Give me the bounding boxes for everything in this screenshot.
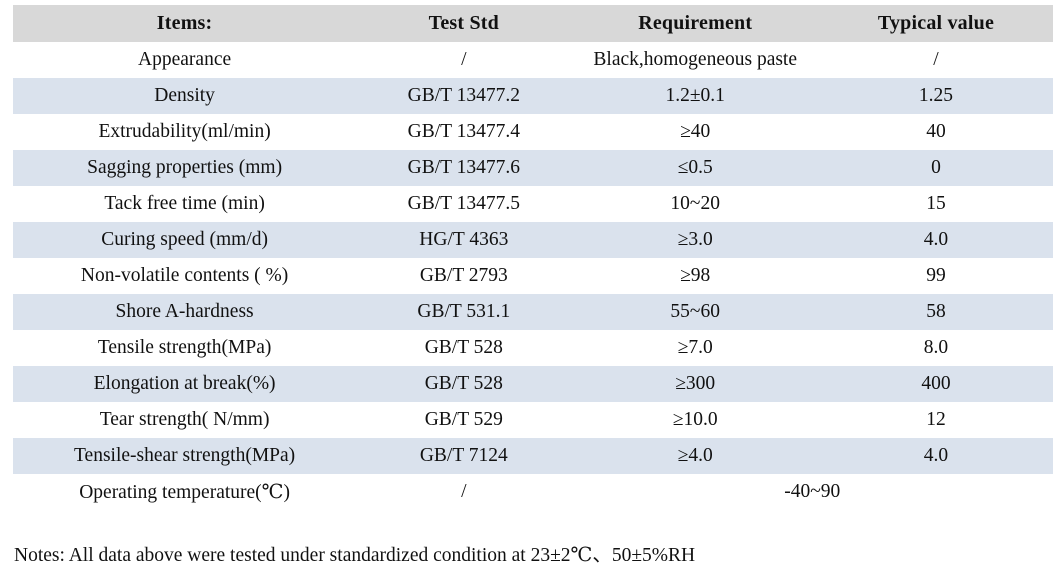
cell-item: Density: [13, 78, 357, 114]
cell-item: Curing speed (mm/d): [13, 222, 357, 258]
column-header-typical-value: Typical value: [818, 5, 1053, 42]
cell-test-std: GB/T 2793: [356, 258, 572, 294]
cell-typical-value: 12: [818, 402, 1053, 438]
cell-test-std: /: [356, 42, 572, 78]
table-row-curing-speed: Curing speed (mm/d) HG/T 4363 ≥3.0 4.0: [13, 222, 1053, 258]
cell-test-std: GB/T 13477.2: [356, 78, 572, 114]
cell-requirement: ≥7.0: [571, 330, 819, 366]
table-row-appearance: Appearance / Black,homogeneous paste /: [13, 42, 1053, 78]
cell-item: Extrudability(ml/min): [13, 114, 357, 150]
header-row: Items: Test Std Requirement Typical valu…: [13, 5, 1053, 42]
cell-item: Appearance: [13, 42, 357, 78]
cell-typical-value: 8.0: [818, 330, 1053, 366]
table-row-extrudability: Extrudability(ml/min) GB/T 13477.4 ≥40 4…: [13, 114, 1053, 150]
table-row-density: Density GB/T 13477.2 1.2±0.1 1.25: [13, 78, 1053, 114]
cell-typical-value: 15: [818, 186, 1053, 222]
cell-requirement: ≥300: [571, 366, 819, 402]
cell-item: Shore A-hardness: [13, 294, 357, 330]
cell-typical-value: 4.0: [818, 222, 1053, 258]
spec-table-container: Items: Test Std Requirement Typical valu…: [13, 5, 1053, 510]
cell-item: Tensile strength(MPa): [13, 330, 357, 366]
column-header-items: Items:: [13, 5, 357, 42]
cell-requirement-typical-merged: -40~90: [571, 474, 1053, 510]
table-row-elongation-at-break: Elongation at break(%) GB/T 528 ≥300 400: [13, 366, 1053, 402]
cell-test-std: GB/T 7124: [356, 438, 572, 474]
column-header-requirement: Requirement: [571, 5, 819, 42]
table-row-tear-strength: Tear strength( N/mm) GB/T 529 ≥10.0 12: [13, 402, 1053, 438]
cell-item: Tear strength( N/mm): [13, 402, 357, 438]
cell-test-std: GB/T 13477.4: [356, 114, 572, 150]
table-row-tensile-shear-strength: Tensile-shear strength(MPa) GB/T 7124 ≥4…: [13, 438, 1053, 474]
cell-typical-value: 0: [818, 150, 1053, 186]
cell-item: Elongation at break(%): [13, 366, 357, 402]
cell-item: Tack free time (min): [13, 186, 357, 222]
cell-typical-value: 58: [818, 294, 1053, 330]
cell-requirement: 10~20: [571, 186, 819, 222]
cell-typical-value: 99: [818, 258, 1053, 294]
cell-requirement: ≥40: [571, 114, 819, 150]
cell-test-std: GB/T 528: [356, 330, 572, 366]
cell-typical-value: 400: [818, 366, 1053, 402]
cell-typical-value: /: [818, 42, 1053, 78]
cell-requirement: Black,homogeneous paste: [571, 42, 819, 78]
cell-requirement: ≤0.5: [571, 150, 819, 186]
cell-item: Tensile-shear strength(MPa): [13, 438, 357, 474]
cell-test-std: GB/T 13477.5: [356, 186, 572, 222]
spec-table: Items: Test Std Requirement Typical valu…: [13, 5, 1053, 510]
cell-typical-value: 40: [818, 114, 1053, 150]
cell-requirement: 1.2±0.1: [571, 78, 819, 114]
cell-test-std: GB/T 13477.6: [356, 150, 572, 186]
cell-item: Operating temperature(℃): [13, 474, 357, 510]
cell-test-std: GB/T 531.1: [356, 294, 572, 330]
cell-item: Sagging properties (mm): [13, 150, 357, 186]
cell-test-std: /: [356, 474, 572, 510]
table-row-operating-temperature: Operating temperature(℃) / -40~90: [13, 474, 1053, 510]
cell-requirement: ≥10.0: [571, 402, 819, 438]
table-row-sagging-properties: Sagging properties (mm) GB/T 13477.6 ≤0.…: [13, 150, 1053, 186]
cell-requirement: ≥98: [571, 258, 819, 294]
table-row-tensile-strength: Tensile strength(MPa) GB/T 528 ≥7.0 8.0: [13, 330, 1053, 366]
cell-typical-value: 1.25: [818, 78, 1053, 114]
column-header-test-std: Test Std: [356, 5, 572, 42]
cell-test-std: GB/T 529: [356, 402, 572, 438]
notes-text: Notes: All data above were tested under …: [14, 545, 696, 566]
cell-requirement: ≥3.0: [571, 222, 819, 258]
cell-test-std: GB/T 528: [356, 366, 572, 402]
cell-test-std: HG/T 4363: [356, 222, 572, 258]
table-row-non-volatile-contents: Non-volatile contents ( %) GB/T 2793 ≥98…: [13, 258, 1053, 294]
cell-item: Non-volatile contents ( %): [13, 258, 357, 294]
cell-requirement: 55~60: [571, 294, 819, 330]
table-row-tack-free-time: Tack free time (min) GB/T 13477.5 10~20 …: [13, 186, 1053, 222]
table-row-shore-a-hardness: Shore A-hardness GB/T 531.1 55~60 58: [13, 294, 1053, 330]
cell-requirement: ≥4.0: [571, 438, 819, 474]
cell-typical-value: 4.0: [818, 438, 1053, 474]
